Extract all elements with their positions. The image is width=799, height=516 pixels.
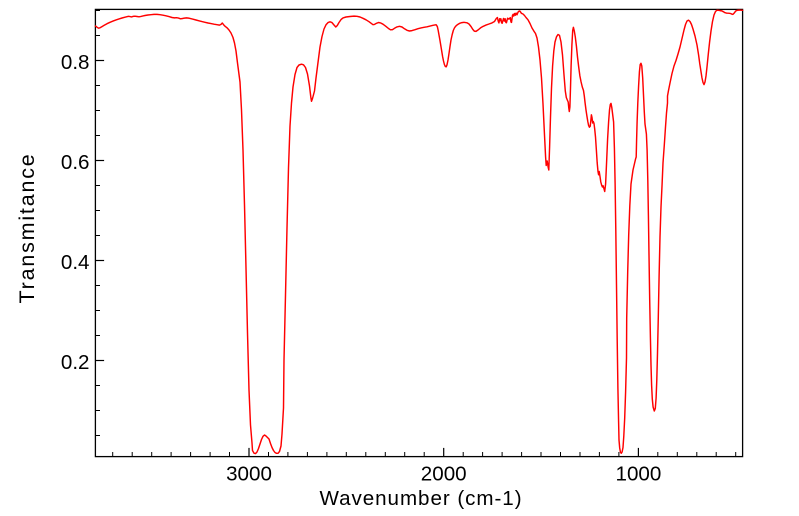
svg-text:Transmitance: Transmitance [15,152,39,303]
svg-text:0.6: 0.6 [61,151,90,174]
svg-text:0.8: 0.8 [61,51,90,74]
svg-text:1000: 1000 [615,463,661,486]
svg-text:0.2: 0.2 [61,351,90,374]
svg-text:0.4: 0.4 [61,251,90,274]
svg-text:3000: 3000 [226,463,272,486]
svg-text:2000: 2000 [421,463,467,486]
svg-text:Wavenumber (cm-1): Wavenumber (cm-1) [319,487,522,510]
